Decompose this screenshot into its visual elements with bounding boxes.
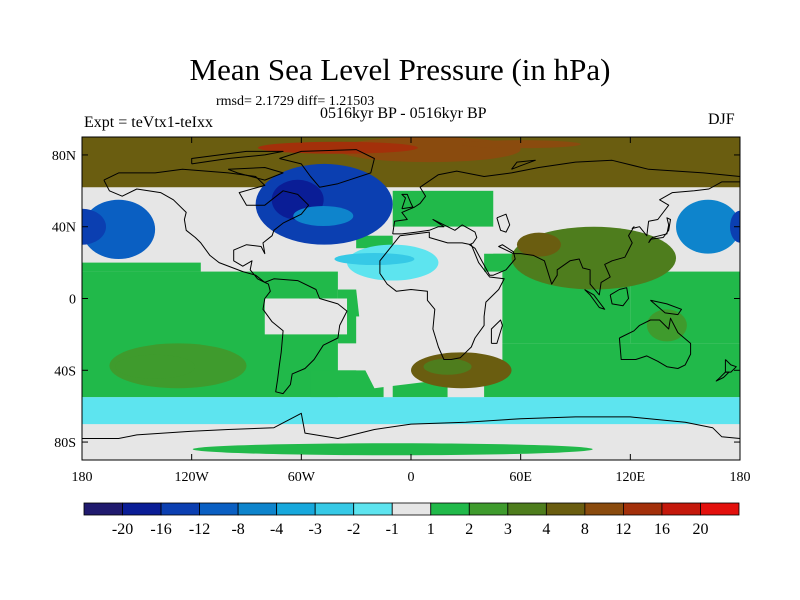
colorbar-swatch [391,502,432,516]
colorbar-label: -4 [270,521,283,538]
colorbar-label: 12 [615,521,631,538]
coastline-3 [392,159,740,234]
colorbar-swatch [430,502,470,516]
colorbar-swatch [314,502,355,516]
y-tick-label: 80N [52,149,76,164]
colorbar-label: 8 [581,521,589,538]
coastline-2 [262,278,348,395]
field-core [646,309,687,342]
experiment-label: Expt = teVtx1-teIxx [84,114,213,131]
coastline-0 [103,168,310,283]
y-tick-label: 0 [69,293,76,308]
coastline-9 [648,217,671,244]
field-core [423,358,472,375]
coastline-8 [401,193,414,210]
region-n-pacific-low [82,199,156,260]
x-tick-label: 0 [408,470,415,485]
coastline-17 [191,150,284,165]
colorbar-swatch [83,502,123,516]
colorbar-swatch [545,502,586,516]
colorbar-label: -12 [189,521,210,538]
coastline-18 [228,167,284,181]
y-tick-label: 40N [52,221,76,236]
pressure-field [82,137,740,460]
coastline-10 [609,287,629,307]
colorbar-label: 3 [504,521,512,538]
x-tick-label: 60E [509,470,532,485]
coastline-7 [618,317,692,369]
colorbar-swatch [468,502,509,516]
colorbar-label: 20 [692,521,708,538]
coastline-16 [496,213,511,233]
field-patch [630,271,740,344]
coastline-15 [82,412,740,439]
colorbar-swatch [160,502,200,516]
region-nw-pacific-low [676,199,740,254]
colorbar-swatch [237,502,278,516]
colorbar-swatch [584,502,624,516]
colorbar-swatch [122,502,162,516]
field-core [192,443,593,456]
x-tick-label: 120E [616,470,646,485]
colorbar-label: -8 [231,521,244,538]
coastline-6 [490,319,503,344]
field-patch [82,262,201,272]
colorbar-swatch [700,502,740,516]
field-core [293,205,354,226]
colorbar-label: 2 [465,521,473,538]
y-axis: 80N 40N 0 40S 80S [52,149,740,451]
coastline-13 [724,359,737,373]
season-label: DJF [708,111,735,128]
coastline-4 [392,181,740,296]
x-tick-label: 120W [175,470,210,485]
colorbar-label: 1 [427,521,435,538]
region-southern-ocean [82,397,740,425]
colorbar-swatch [353,502,393,516]
colorbar-label: -2 [347,521,360,538]
field-core [82,208,106,245]
field-core [516,232,561,257]
colorbar-label: -16 [150,521,171,538]
coastline-14 [715,371,730,382]
field-core [257,141,418,154]
x-tick-label: 180 [72,470,93,485]
colorbar-label: 4 [542,521,550,538]
chart-title: Mean Sea Level Pressure (in hPa) [189,52,611,87]
colorbar-swatch [276,502,316,516]
y-tick-label: 40S [54,364,76,379]
field-patch [484,343,740,398]
colorbar-label: -3 [309,521,322,538]
y-tick-label: 80S [54,436,76,451]
colorbar-swatch [199,502,239,516]
x-axis: 180 120W 60W 0 60E 120E 180 [72,137,751,485]
field-core [460,140,581,149]
x-tick-label: 60W [288,470,316,485]
colorbar: -20 -16 -12 -8 -4 -3 -2 -1 1 2 3 4 8 12 16 20 [83,502,740,538]
coastline-1 [279,149,375,188]
colorbar-label: -1 [386,521,399,538]
colorbar-swatch [507,502,547,516]
coastlines [82,149,740,439]
coastline-19 [511,159,536,170]
coastline-12 [650,299,682,316]
colorbar-label: -20 [112,521,133,538]
field-core [334,253,415,266]
field-core [115,354,196,379]
period-subtitle: 0516kyr BP - 0516kyr BP [320,105,487,122]
colorbar-swatch [661,502,701,516]
coastline-11 [584,289,606,310]
stats-label: rmsd= 2.1729 diff= 1.21503 [216,94,375,109]
colorbar-label: 16 [654,521,670,538]
x-tick-label: 180 [730,470,751,485]
field-patch [264,298,348,335]
colorbar-swatch [623,502,663,516]
field-core [149,429,270,440]
coastline-5 [379,231,505,360]
